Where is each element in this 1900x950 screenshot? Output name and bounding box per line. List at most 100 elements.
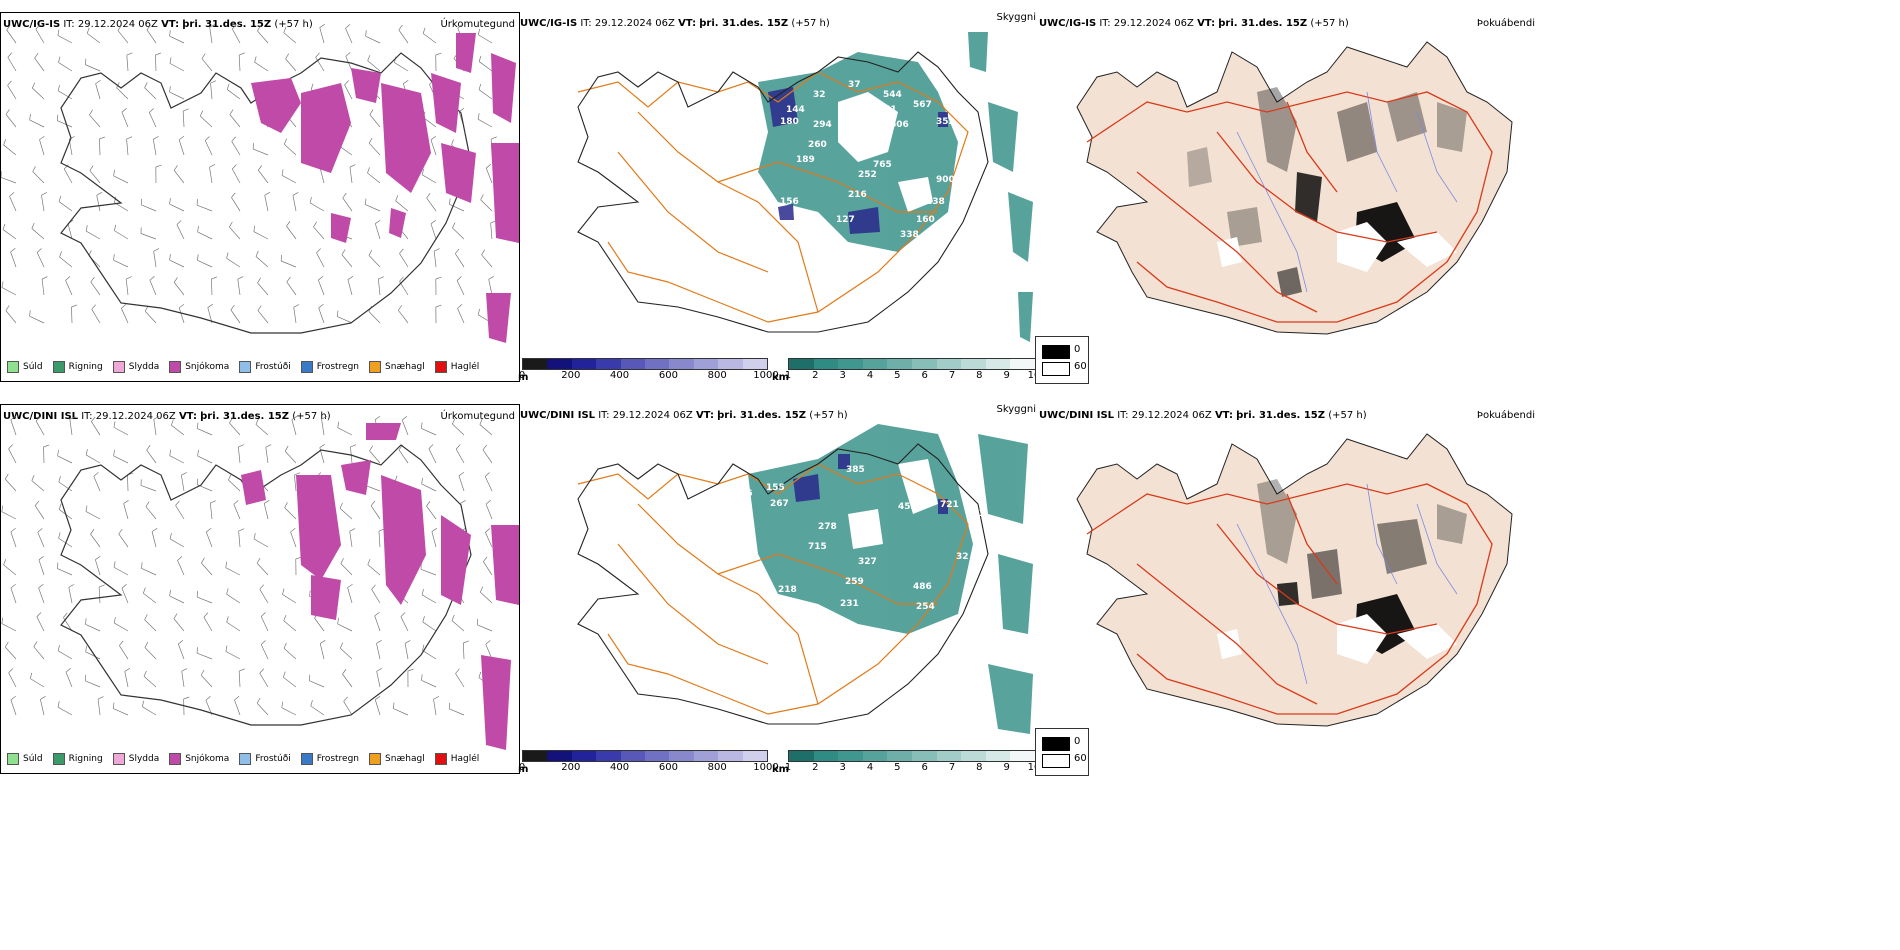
wind-barb bbox=[283, 620, 297, 632]
wind-barb-flag bbox=[113, 561, 116, 568]
wind-barb bbox=[449, 708, 465, 716]
colorbar-segment bbox=[571, 751, 597, 761]
height-label: 723 bbox=[860, 522, 879, 532]
wind-barb-flag bbox=[86, 27, 90, 34]
wind-barb bbox=[146, 449, 157, 464]
wind-barb bbox=[32, 171, 45, 184]
height-labels: 385 155 267 278 455 723 715 327 259 486 218 231 254 4… bbox=[740, 465, 985, 612]
height-label: 144 bbox=[786, 105, 805, 115]
wind-barb bbox=[321, 419, 325, 436]
wind-barb bbox=[283, 676, 297, 688]
height-label: 260 bbox=[808, 140, 827, 150]
wind-barb bbox=[99, 138, 101, 156]
wind-barb bbox=[349, 167, 353, 184]
wind-barb-flag bbox=[57, 701, 60, 708]
wind-barb bbox=[347, 587, 353, 604]
wind-barb bbox=[377, 279, 381, 296]
panel-title: Skyggni bbox=[996, 404, 1036, 415]
wind-barb bbox=[90, 281, 101, 296]
wind-barb-flag bbox=[41, 276, 48, 280]
wind-barb-flag bbox=[113, 616, 116, 623]
panel-title: Úrkomutegund bbox=[440, 19, 515, 30]
height-label: 715 bbox=[808, 542, 827, 552]
legend-swatch bbox=[239, 361, 252, 373]
wind-barb bbox=[367, 60, 381, 72]
wind-barb-flag bbox=[40, 696, 46, 700]
wind-barb-flag bbox=[7, 80, 12, 86]
navy-areas bbox=[793, 454, 948, 514]
wind-barb-flag bbox=[398, 305, 403, 311]
colorbar-tick: 7 bbox=[948, 370, 956, 381]
wind-barb-flag bbox=[310, 700, 313, 707]
wind-barb-flag bbox=[421, 588, 424, 595]
wind-barb bbox=[97, 699, 101, 716]
wind-barb-flag bbox=[36, 612, 42, 617]
wind-barb-flag bbox=[3, 559, 7, 566]
colorbar-tick: 600 bbox=[658, 370, 678, 381]
wind-barb-flag bbox=[33, 641, 38, 647]
wind-barb-flag bbox=[294, 472, 301, 476]
wind-barb-flag bbox=[143, 670, 147, 677]
wind-barb-flag bbox=[349, 528, 356, 532]
wind-barb bbox=[238, 671, 241, 688]
wind-barb bbox=[225, 651, 241, 660]
wind-barb-flag bbox=[200, 669, 205, 676]
wind-barb-flag bbox=[253, 533, 256, 540]
legend-label: Haglél bbox=[450, 754, 480, 764]
colorbar-segment bbox=[523, 359, 548, 369]
height-label: 663 bbox=[964, 150, 983, 160]
wind-barb bbox=[113, 427, 129, 436]
wind-barb bbox=[177, 643, 185, 660]
wind-barb-flag bbox=[197, 225, 199, 233]
legend-swatch bbox=[52, 361, 65, 373]
wind-barb-flag bbox=[113, 169, 115, 176]
wind-barb bbox=[91, 421, 101, 436]
wind-barb bbox=[197, 596, 213, 604]
wind-barb bbox=[65, 672, 73, 688]
wind-barb-flag bbox=[368, 249, 373, 256]
wind-barb-flag bbox=[56, 114, 59, 121]
wind-barb bbox=[31, 228, 45, 240]
wind-barb bbox=[481, 254, 493, 268]
wind-barb-flag bbox=[281, 701, 284, 708]
wind-barb-flag bbox=[374, 415, 381, 421]
colorbar-segment bbox=[862, 751, 888, 761]
legend-label: Frostregn bbox=[316, 754, 360, 764]
wind-barb bbox=[374, 223, 381, 240]
wind-barb bbox=[452, 227, 465, 240]
wind-barb-flag bbox=[57, 644, 60, 651]
wind-barb-flag bbox=[434, 248, 440, 252]
legend-label: Slydda bbox=[128, 362, 160, 372]
colorbar-tick: 400 bbox=[610, 370, 630, 381]
wind-barb bbox=[256, 702, 269, 716]
wind-barb-flag bbox=[173, 277, 178, 283]
wind-barb bbox=[126, 139, 129, 156]
wind-barb-flag bbox=[253, 225, 256, 232]
wind-barb bbox=[316, 252, 325, 268]
wind-barb-flag bbox=[455, 668, 460, 674]
wind-barb bbox=[121, 588, 129, 604]
wind-barb bbox=[10, 419, 17, 436]
iceland-outline bbox=[577, 443, 989, 725]
height-label: 352 bbox=[936, 117, 955, 127]
wind-barb bbox=[29, 119, 45, 128]
wind-barb-flag bbox=[375, 695, 381, 700]
wind-barb-flag bbox=[255, 418, 259, 425]
wind-barb-flag bbox=[123, 499, 129, 504]
wind-barb-flag bbox=[491, 136, 497, 140]
wind-barb-flag bbox=[315, 52, 320, 58]
wind-barb bbox=[204, 140, 213, 156]
wind-barb bbox=[96, 195, 101, 212]
wind-barb-flag bbox=[38, 555, 44, 561]
wind-barb-flag bbox=[483, 556, 488, 562]
wind-barb-flag bbox=[4, 473, 9, 480]
wind-barb-flag bbox=[117, 25, 122, 31]
wind-barb-flag bbox=[58, 503, 62, 510]
wind-barb bbox=[34, 505, 45, 520]
colorbar-segment bbox=[547, 359, 572, 369]
wind-barb-flag bbox=[452, 222, 456, 229]
wind-barb bbox=[344, 84, 353, 100]
wind-barb bbox=[173, 170, 185, 184]
colorbar-tick: 10 bbox=[1027, 762, 1038, 773]
wind-barb bbox=[422, 650, 437, 660]
